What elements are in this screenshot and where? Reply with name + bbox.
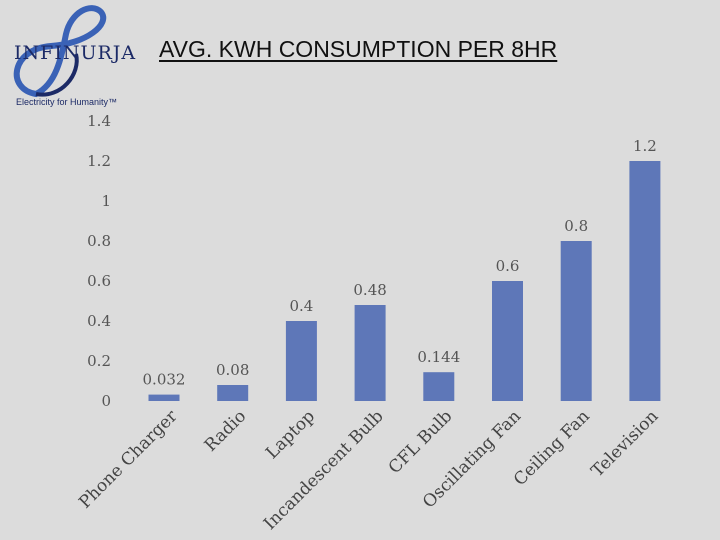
logo-wordmark: INFINURJA — [14, 42, 137, 64]
data-label: 0.8 — [564, 217, 588, 235]
logo-tagline: Electricity for Humanity™ — [16, 97, 118, 107]
bar — [560, 241, 592, 401]
category-label: CFL Bulb — [385, 406, 457, 478]
y-tick-label: 1 — [101, 192, 111, 210]
data-label: 0.4 — [289, 297, 313, 315]
bar — [217, 385, 249, 401]
category-label: Phone Charger — [75, 406, 182, 513]
data-label: 0.144 — [417, 348, 460, 366]
y-tick-label: 0.6 — [87, 272, 111, 290]
bar — [492, 281, 523, 401]
y-tick-label: 1.2 — [87, 152, 111, 170]
y-tick-label: 0 — [101, 392, 111, 410]
data-label: 0.6 — [496, 257, 520, 275]
infinurja-logo: INFINURJA Electricity for Humanity™ — [6, 4, 135, 108]
y-tick-label: 0.8 — [87, 232, 111, 250]
bar — [354, 305, 386, 401]
infinity-swirl-icon — [13, 5, 106, 98]
bar — [423, 372, 455, 401]
chart-title: AVG. KWH CONSUMPTION PER 8HR — [159, 36, 558, 62]
bar — [285, 321, 317, 401]
data-label: 1.2 — [633, 137, 657, 155]
data-label: 0.032 — [143, 371, 186, 389]
category-label: Incandescent Bulb — [260, 406, 388, 534]
category-label: Television — [588, 406, 663, 481]
category-label: Radio — [201, 406, 250, 455]
bar — [629, 161, 661, 401]
y-tick-label: 0.4 — [87, 312, 111, 330]
y-tick-label: 1.4 — [87, 112, 111, 130]
bar — [148, 394, 180, 401]
data-label: 0.08 — [216, 361, 249, 379]
category-label: Laptop — [262, 406, 319, 463]
data-label: 0.48 — [353, 281, 386, 299]
y-tick-label: 0.2 — [87, 352, 111, 370]
